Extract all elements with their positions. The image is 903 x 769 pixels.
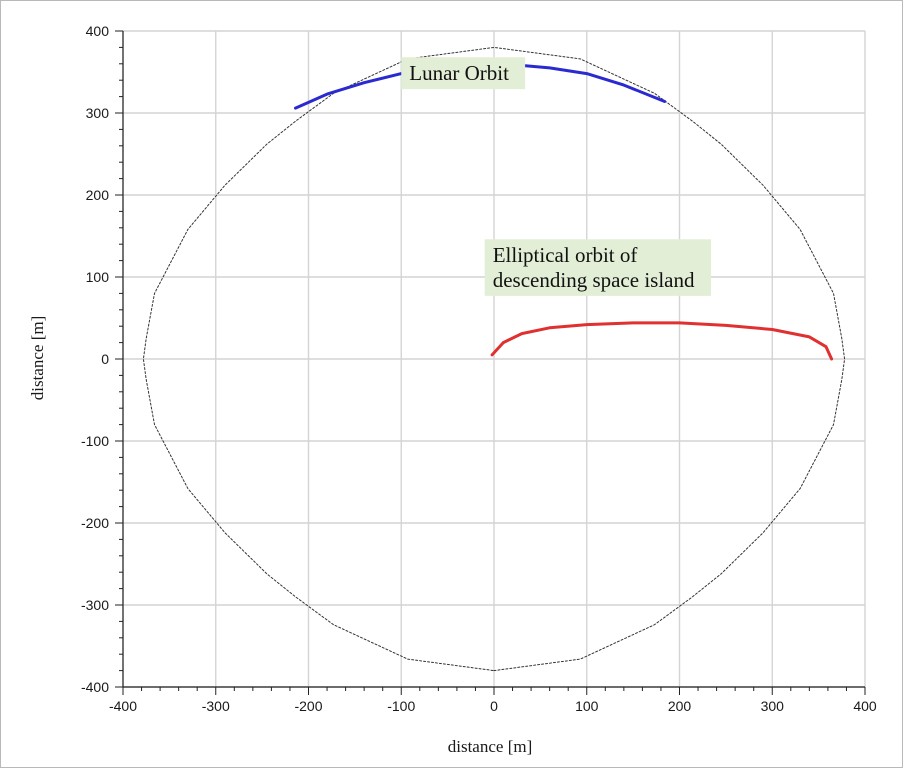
x-tick-label: -200: [294, 698, 322, 714]
grid: [122, 30, 866, 688]
x-tick-label: -400: [109, 698, 137, 714]
axes: -400 -300 -200 -100 0 100 200 300 400 -400 -300 -20…: [81, 23, 877, 714]
x-axis-label: distance [m]: [448, 737, 533, 756]
y-tick-label: -300: [81, 597, 109, 613]
reference-circle-line: [142, 46, 846, 672]
y-tick-label: 0: [101, 351, 109, 367]
y-tick-label: -400: [81, 679, 109, 695]
x-tick-label: 0: [490, 698, 498, 714]
y-tick-label: 100: [86, 269, 110, 285]
y-axis-label: distance [m]: [28, 316, 47, 401]
annotation-elliptical-orbit-line1: Elliptical orbit of: [493, 243, 638, 267]
x-tick-label: 300: [761, 698, 785, 714]
annotation-box-lunar: [401, 57, 526, 90]
y-tick-label: 400: [86, 23, 110, 39]
annotations: Lunar Orbit Elliptical orbit ofdescending…: [401, 57, 711, 296]
annotation-box-elliptical: [484, 239, 711, 296]
x-tick-label: 100: [575, 698, 599, 714]
x-tick-label: -100: [387, 698, 415, 714]
x-tick-label: 400: [853, 698, 877, 714]
y-tick-label: -200: [81, 515, 109, 531]
annotation-lunar-orbit: Lunar Orbit: [409, 61, 509, 85]
y-tick-label: 300: [86, 105, 110, 121]
y-tick-label: 200: [86, 187, 110, 203]
x-tick-label: -300: [202, 698, 230, 714]
annotation-elliptical-orbit-line2: descending space island: [493, 268, 695, 292]
y-tick-label: -100: [81, 433, 109, 449]
x-tick-label: 200: [668, 698, 692, 714]
space-island-orbit-line: [490, 321, 834, 361]
